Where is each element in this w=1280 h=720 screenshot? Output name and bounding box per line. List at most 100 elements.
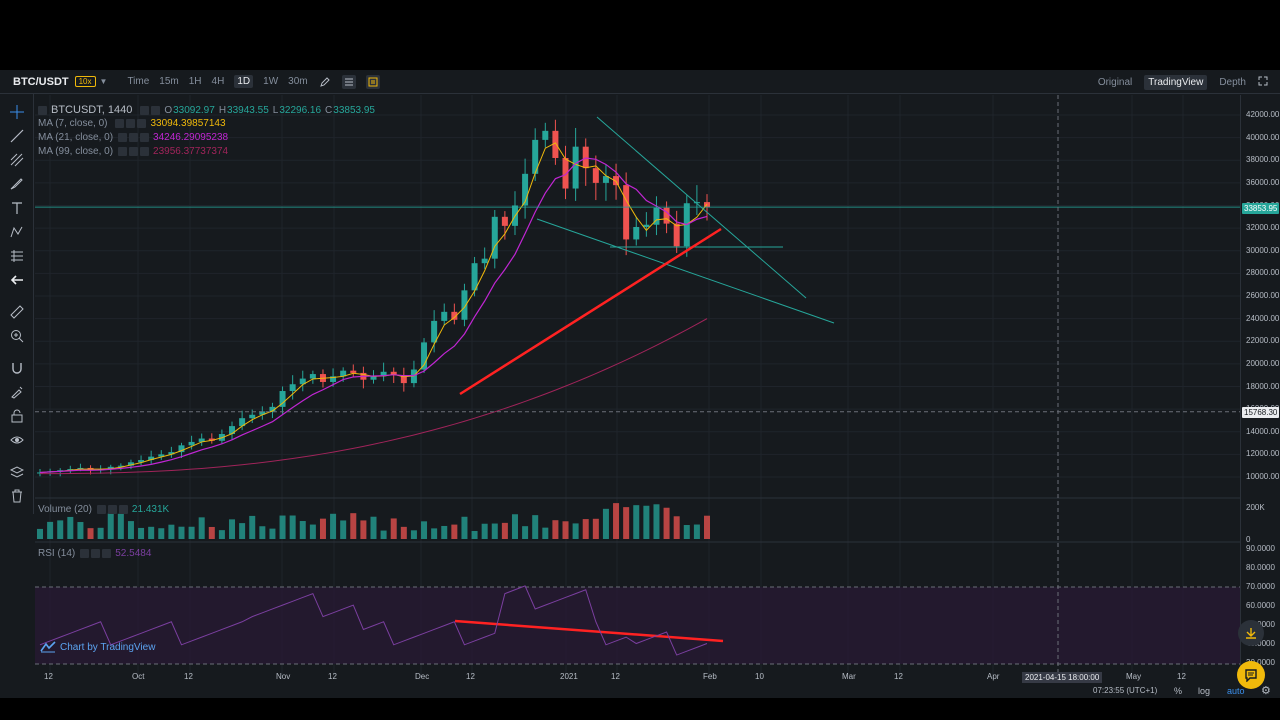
magnet-icon[interactable] (9, 360, 25, 376)
drawing-toolbar (0, 94, 34, 514)
price-tick-label: 12000.00 (1246, 449, 1280, 459)
rsi-eye-icon[interactable] (80, 549, 90, 558)
settings-icon[interactable] (151, 105, 161, 115)
main-legend: BTCUSDT, 1440 O 33092.97 H 33943.55 L 32296… (38, 104, 375, 116)
rsi-close-icon[interactable] (102, 549, 112, 558)
tab-depth[interactable]: Depth (1219, 76, 1246, 88)
volume-bar (148, 526, 155, 539)
volume-bar (67, 516, 74, 539)
ma21-value: 34246.29095238 (153, 132, 229, 143)
candle-body (309, 374, 316, 379)
ma99-eye-icon[interactable] (118, 147, 128, 156)
ma7-settings-icon[interactable] (126, 119, 136, 128)
volume-bar (542, 527, 549, 539)
low-label: L (272, 104, 279, 116)
candle-body (37, 472, 43, 474)
price-chart[interactable] (35, 95, 1240, 678)
tab-original[interactable]: Original (1097, 76, 1133, 88)
volume-bar (360, 520, 367, 539)
log-toggle[interactable]: log (1198, 686, 1211, 696)
volume-bar (562, 521, 569, 539)
timeframe-30m[interactable]: 30m (288, 76, 308, 87)
settings-sliders-icon[interactable] (341, 74, 356, 89)
ma7-line (39, 142, 708, 473)
ma21-settings-icon[interactable] (129, 133, 139, 142)
trendline-icon[interactable] (9, 128, 25, 144)
volume-bar (158, 528, 165, 539)
ma21-eye-icon[interactable] (118, 133, 128, 142)
candle-body (259, 411, 266, 415)
fib-icon[interactable] (9, 152, 25, 168)
eye-icon[interactable] (9, 432, 25, 448)
timeframe-time[interactable]: Time (127, 76, 150, 87)
volume-bar (704, 515, 710, 539)
timeframe-1d[interactable]: 1D (234, 75, 254, 88)
price-tick-label: 42000.00 (1246, 110, 1280, 119)
timeframe-1h[interactable]: 1H (188, 76, 202, 87)
eye-toggle-icon[interactable] (140, 105, 150, 115)
settings-gear-icon[interactable]: ⚙ (1261, 685, 1271, 697)
price-tick-label: 30000.00 (1246, 245, 1280, 255)
zoom-icon[interactable] (9, 328, 25, 344)
indicators-icon[interactable] (365, 74, 380, 89)
ma99-close-icon[interactable] (140, 147, 150, 156)
tradingview-logo-icon (40, 641, 56, 653)
time-axis[interactable]: 12 Oct 12 Nov 12 Dec 12 2021 12 Feb 10 Mar 12 Apr May 1… (35, 670, 1240, 684)
volume-eye-icon[interactable] (96, 505, 106, 514)
back-arrow-icon[interactable] (9, 272, 25, 288)
fullscreen-icon[interactable] (1258, 76, 1268, 89)
tradingview-watermark[interactable]: Chart by TradingView (40, 641, 155, 653)
volume-bar (663, 507, 670, 539)
chat-button[interactable] (1237, 661, 1265, 689)
volume-bar (633, 505, 640, 539)
price-axis[interactable]: 42000.0040000.0038000.0036000.0034000.00… (1240, 95, 1280, 678)
symbol-dropdown-icon[interactable]: ▼ (99, 77, 108, 86)
auto-toggle[interactable]: auto (1227, 686, 1245, 696)
ma7-eye-icon[interactable] (115, 119, 125, 128)
price-tick-label: 18000.00 (1246, 381, 1280, 391)
volume-settings-icon[interactable] (107, 505, 117, 514)
ruler-icon[interactable] (9, 304, 25, 320)
volume-bar (188, 526, 195, 539)
ma21-legend: MA (21, close, 0) 34246.29095238 (38, 132, 228, 143)
tab-tradingview[interactable]: TradingView (1144, 74, 1208, 90)
timeframe-1w[interactable]: 1W (263, 76, 279, 87)
percent-toggle[interactable]: % (1174, 686, 1183, 696)
volume-bar (643, 505, 650, 539)
rsi-settings-icon[interactable] (91, 549, 101, 558)
pattern-icon[interactable] (9, 224, 25, 240)
volume-bar (683, 525, 690, 539)
ma99-line (39, 318, 708, 475)
timeframe-15m[interactable]: 15m (159, 76, 179, 87)
crosshair-icon[interactable] (9, 104, 25, 120)
time-tick-label: 12 (184, 672, 193, 681)
high-value: 33943.55 (227, 104, 269, 116)
ma7-close-icon[interactable] (137, 119, 147, 128)
symbol-label[interactable]: BTC/USDT (13, 75, 69, 88)
prediction-icon[interactable] (9, 248, 25, 264)
volume-bar (350, 513, 357, 539)
candle-body (289, 384, 296, 392)
ma7-legend: MA (7, close, 0) 33094.39857143 (38, 118, 226, 129)
volume-bar (239, 523, 246, 539)
volume-bar (572, 523, 579, 539)
trash-icon[interactable] (9, 488, 25, 504)
stay-drawing-icon[interactable] (9, 384, 25, 400)
text-icon[interactable] (9, 200, 25, 216)
volume-close-icon[interactable] (118, 505, 128, 514)
timeframe-4h[interactable]: 4H (211, 76, 225, 87)
lock-icon[interactable] (9, 408, 25, 424)
candle-body (350, 370, 357, 373)
layers-icon[interactable] (9, 464, 25, 480)
scroll-to-latest-button[interactable] (1238, 620, 1264, 646)
price-tick-label: 14000.00 (1246, 426, 1280, 436)
collapse-icon[interactable] (38, 105, 47, 115)
brush-icon[interactable] (9, 176, 25, 192)
price-tick-label: 38000.00 (1246, 155, 1280, 165)
ma21-close-icon[interactable] (140, 133, 150, 142)
volume-bar (279, 515, 286, 539)
ma99-settings-icon[interactable] (129, 147, 139, 156)
pencil-icon[interactable] (318, 75, 332, 89)
leverage-badge: 10x (74, 76, 96, 87)
horizontal-line-tag: 15768.30 (1242, 407, 1280, 418)
